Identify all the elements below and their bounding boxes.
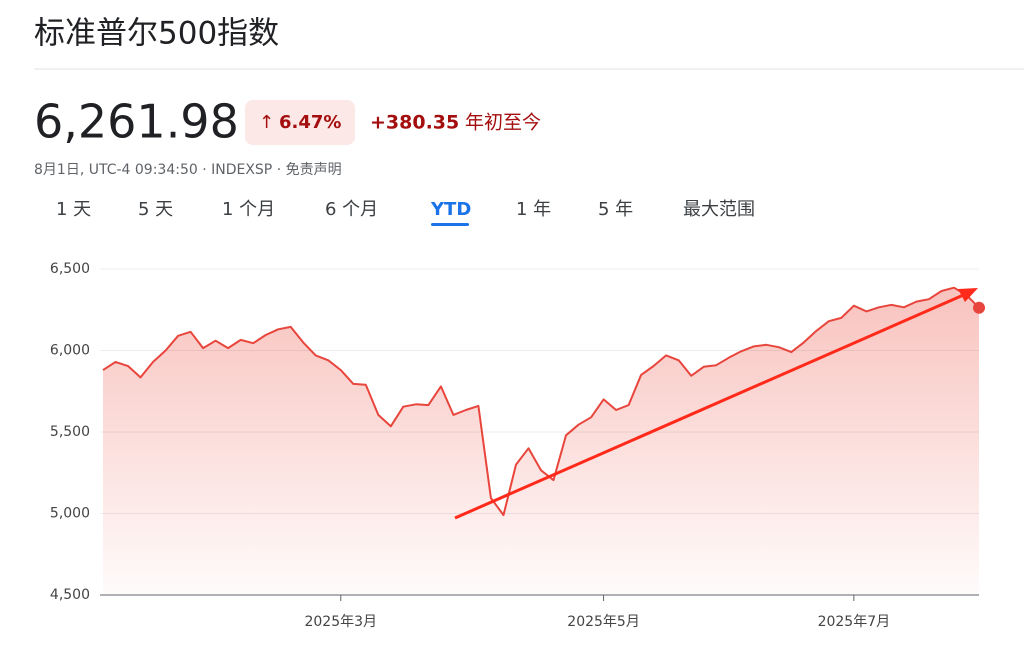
x-tick-label: 2025年5月	[567, 614, 640, 630]
tab-active[interactable]: YTD	[430, 199, 471, 220]
page-title: 标准普尔500指数	[34, 16, 279, 52]
y-tick-label: 4,500	[50, 587, 90, 603]
chart: 4,500 5,000 5,500 6,000 6,500 2025年3月 2025年5月 2…	[50, 261, 985, 630]
tab[interactable]: 6 个月	[325, 199, 378, 220]
tab[interactable]: 最大范围	[683, 199, 755, 220]
y-tick-label: 6,000	[50, 343, 90, 359]
change-percent: 6.47%	[279, 112, 341, 133]
arrow-icon: ↑	[259, 112, 274, 133]
period: 年初至今	[465, 112, 541, 134]
x-tick-label: 2025年3月	[304, 614, 377, 630]
y-tick-label: 5,000	[50, 506, 90, 522]
x-tick-label: 2025年7月	[818, 614, 891, 630]
change: +380.35	[370, 112, 459, 134]
y-tick-label: 6,500	[50, 261, 90, 277]
tab[interactable]: 5 年	[598, 199, 633, 220]
y-tick-label: 5,500	[50, 424, 90, 440]
quote-meta: 8月1日, UTC-4 09:34:50 · INDEXSP · 免责声明	[34, 162, 342, 178]
tab-underline	[431, 223, 469, 226]
change-badge	[245, 100, 355, 145]
last-point	[973, 301, 985, 314]
area	[103, 287, 979, 595]
price-line	[102, 286, 980, 517]
annotation-arrowhead	[958, 288, 978, 302]
tab[interactable]: 1 个月	[222, 199, 275, 220]
tab[interactable]: 1 年	[516, 199, 551, 220]
tab[interactable]: 5 天	[138, 199, 173, 220]
annotation-arrow	[454, 291, 969, 520]
tab[interactable]: 1 天	[56, 199, 91, 220]
price: 6,261.98	[34, 95, 239, 149]
